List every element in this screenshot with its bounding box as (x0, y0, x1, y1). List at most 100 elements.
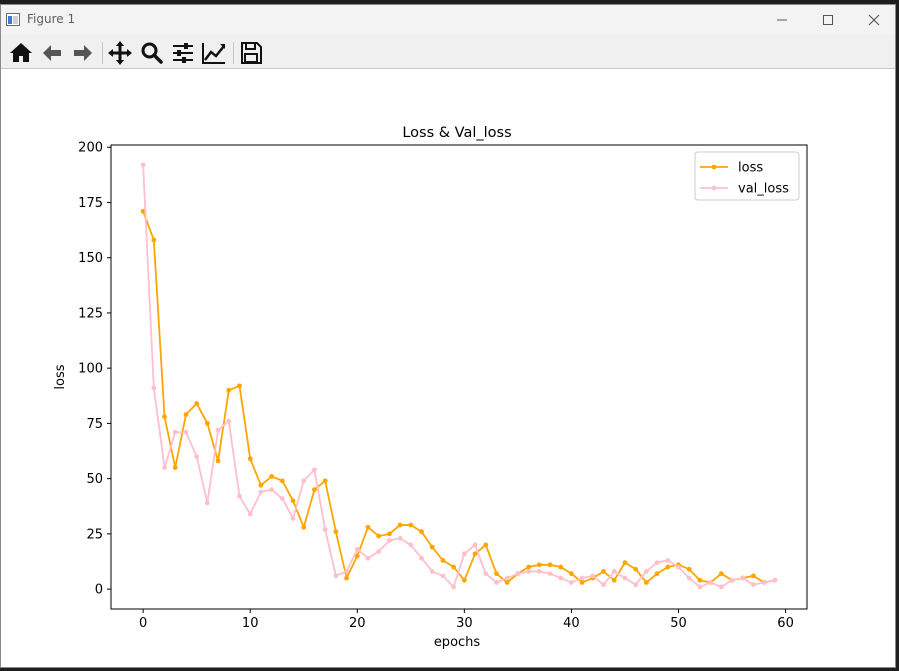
y-tick-label: 175 (78, 196, 103, 211)
data-point-val-loss (376, 549, 382, 554)
edit-axis-button[interactable] (201, 40, 227, 66)
toolbar-separator (233, 42, 234, 64)
y-tick-label: 75 (86, 417, 103, 432)
data-point-val-loss (558, 575, 564, 581)
data-point-loss (162, 414, 167, 420)
save-button[interactable] (238, 40, 264, 66)
data-point-val-loss (365, 555, 371, 561)
data-point-loss (354, 553, 360, 559)
data-point-val-loss (258, 489, 264, 495)
data-point-loss (322, 478, 328, 484)
x-tick-label: 10 (242, 616, 259, 631)
configure-subplots-button[interactable] (170, 40, 196, 66)
minimize-button[interactable] (759, 5, 805, 35)
data-point-val-loss (633, 582, 639, 588)
data-point-val-loss (494, 580, 499, 585)
data-point-val-loss (237, 493, 242, 499)
data-point-val-loss (312, 467, 317, 473)
data-point-loss (461, 577, 467, 583)
title-bar: Figure 1 (1, 5, 895, 35)
home-icon (10, 43, 32, 62)
data-point-val-loss (183, 429, 189, 435)
data-point-loss (472, 551, 478, 557)
data-point-val-loss (654, 560, 660, 565)
data-point-loss (622, 560, 628, 565)
x-tick-label: 50 (670, 616, 687, 631)
data-point-val-loss (526, 569, 531, 574)
legend-marker-loss (711, 164, 717, 170)
navigation-toolbar (1, 35, 895, 69)
pan-button[interactable] (107, 40, 133, 66)
legend-label-loss: loss (738, 161, 763, 176)
data-point-loss (579, 580, 585, 585)
x-tick-label: 0 (139, 616, 147, 631)
data-point-val-loss (772, 577, 778, 583)
data-point-loss (526, 564, 531, 570)
data-point-val-loss (333, 573, 339, 579)
data-point-val-loss (676, 564, 681, 570)
data-point-loss (429, 544, 435, 550)
data-point-val-loss (322, 527, 328, 532)
home-button[interactable] (8, 40, 34, 66)
close-icon (868, 14, 880, 26)
x-axis: 0 10 20 30 40 50 60 (139, 609, 794, 631)
data-point-val-loss (408, 542, 414, 548)
data-point-val-loss (429, 569, 435, 574)
data-point-val-loss (472, 542, 478, 548)
zoom-icon (141, 42, 163, 64)
figure-canvas[interactable]: Loss & Val_loss 0 10 20 30 40 50 60 0 25 50 75 100… (1, 69, 895, 667)
toolbar-separator (102, 42, 103, 64)
axes-frame (110, 144, 808, 610)
data-point-loss (451, 564, 457, 570)
data-point-val-loss (215, 427, 221, 433)
data-point-val-loss (419, 555, 424, 561)
data-point-val-loss (569, 580, 574, 585)
data-point-loss (611, 577, 617, 583)
data-point-loss (633, 566, 639, 572)
minimize-icon (777, 19, 787, 21)
y-tick-label: 150 (78, 251, 103, 266)
data-point-val-loss (344, 569, 349, 574)
data-point-loss (751, 573, 756, 579)
maximize-icon (823, 15, 833, 25)
data-point-loss (226, 387, 232, 393)
data-point-loss (183, 412, 189, 417)
data-point-loss (279, 478, 285, 484)
data-point-val-loss (204, 500, 210, 506)
data-point-loss (601, 569, 606, 574)
data-point-loss (387, 531, 392, 537)
forward-button[interactable] (70, 40, 96, 66)
legend: loss val_loss (694, 151, 800, 201)
data-point-val-loss (643, 569, 649, 574)
data-point-val-loss (226, 418, 232, 424)
legend-marker-val-loss (711, 185, 717, 191)
data-point-loss (247, 456, 253, 462)
maximize-button[interactable] (805, 5, 851, 35)
data-point-val-loss (461, 551, 467, 557)
y-tick-label: 50 (86, 472, 103, 487)
data-point-val-loss (729, 577, 735, 583)
data-point-loss (269, 474, 275, 479)
data-point-val-loss (140, 162, 146, 168)
back-button[interactable] (39, 40, 65, 66)
data-point-loss (301, 524, 307, 530)
x-tick-label: 60 (777, 616, 794, 631)
data-point-val-loss (547, 571, 553, 577)
data-point-loss (504, 580, 510, 585)
y-tick-label: 100 (78, 362, 103, 377)
configure-subplots-icon (173, 43, 193, 63)
close-button[interactable] (851, 5, 897, 35)
zoom-button[interactable] (139, 40, 165, 66)
data-point-val-loss (515, 571, 521, 577)
forward-arrow-icon (74, 45, 92, 61)
x-tick-label: 40 (563, 616, 580, 631)
data-point-val-loss (686, 575, 692, 581)
legend-label-val-loss: val_loss (738, 182, 789, 197)
data-point-val-loss (718, 584, 724, 590)
data-point-val-loss (162, 465, 167, 470)
data-point-loss (494, 571, 499, 577)
data-point-loss (215, 458, 221, 464)
figure-window: Figure 1 (0, 4, 896, 668)
data-point-loss (419, 529, 424, 535)
data-point-loss (483, 542, 489, 548)
